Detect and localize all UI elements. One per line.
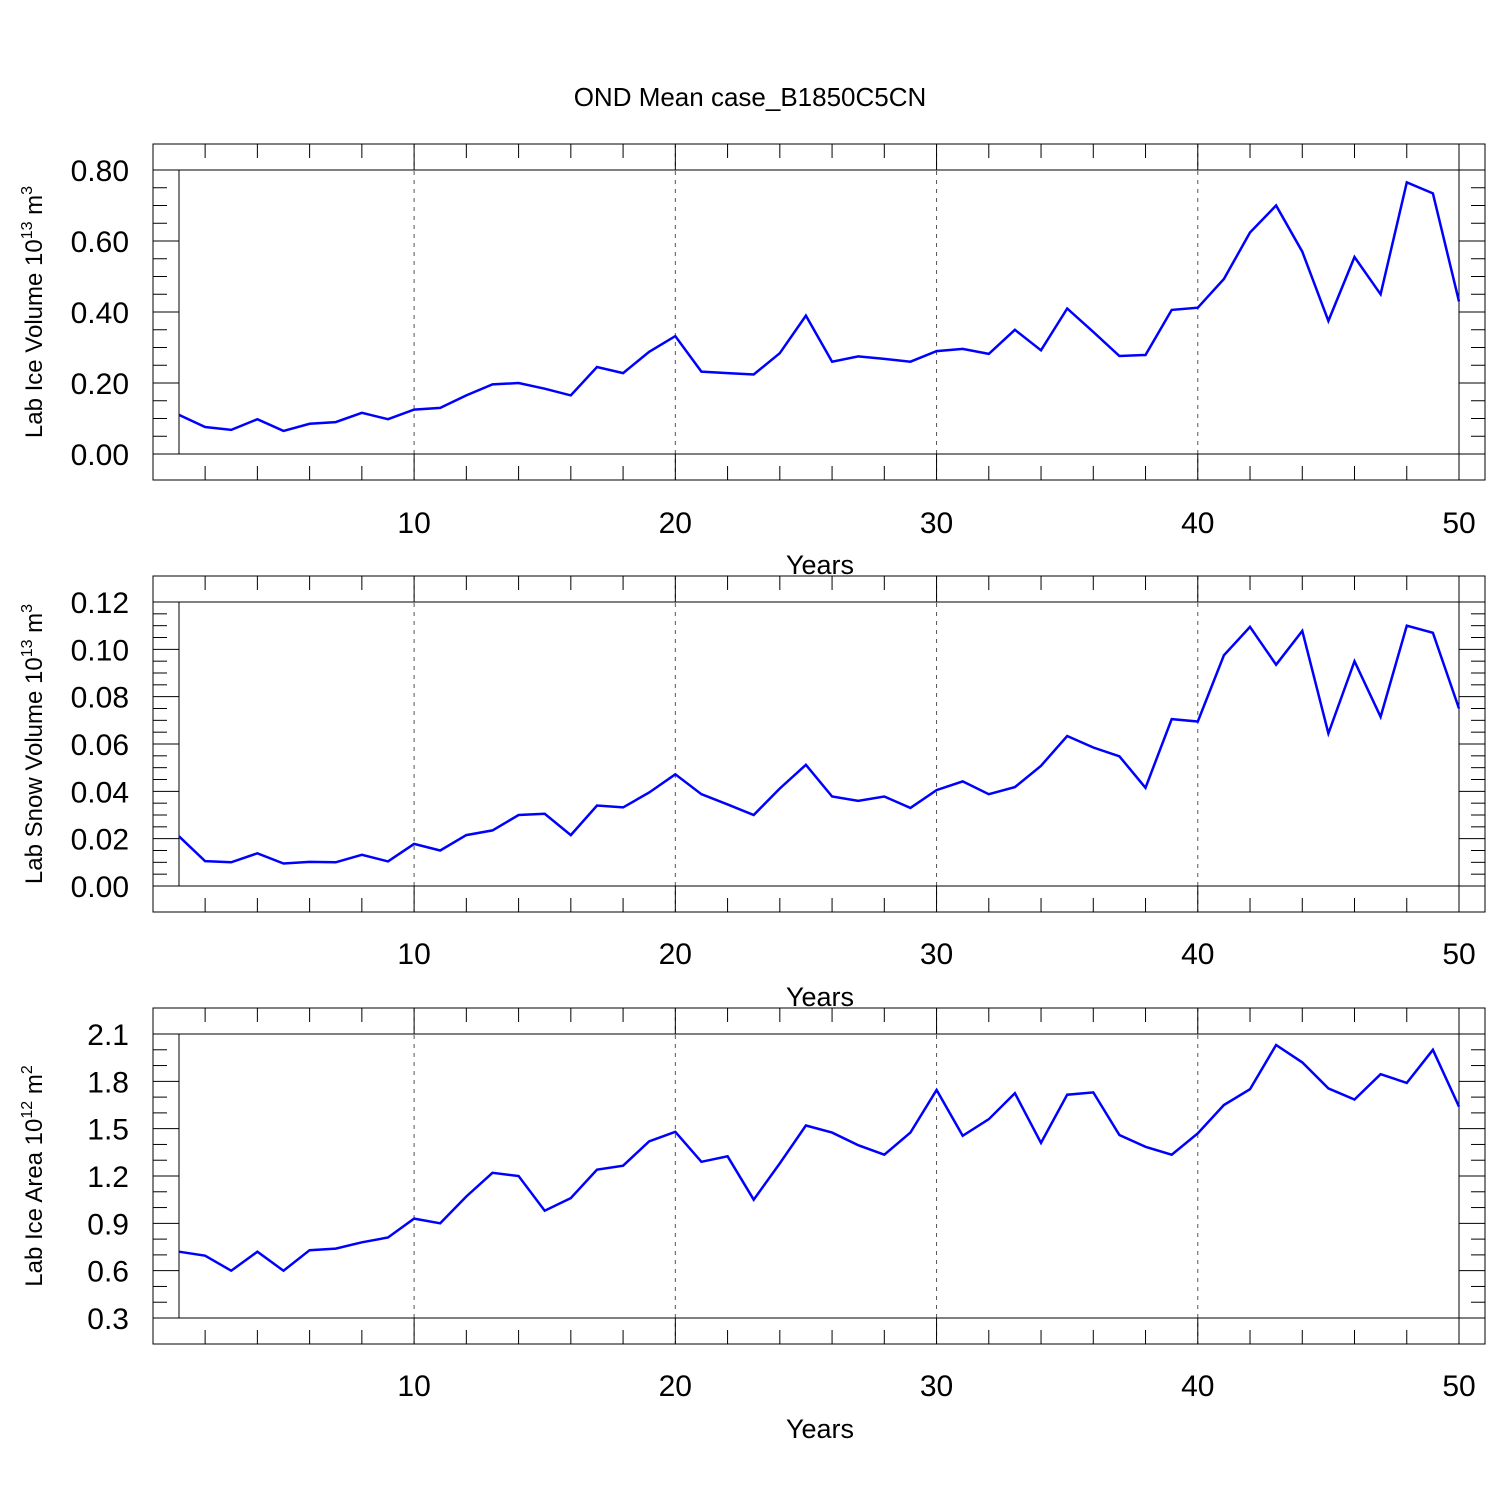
ice-area-y-tick-label: 2.1 [87, 1019, 129, 1052]
snow-volume-y-axis-label: Lab Snow Volume 1013 m3 [19, 604, 48, 884]
ice-area-y-tick-label: 0.6 [87, 1256, 129, 1289]
snow-volume-y-tick-label: 0.10 [71, 634, 129, 667]
ice-volume-x-tick-label: 50 [1442, 507, 1475, 540]
snow-volume-x-tick-label: 40 [1181, 938, 1214, 971]
ice-area-x-tick-label: 50 [1442, 1370, 1475, 1403]
ice-area-x-tick-label: 40 [1181, 1370, 1214, 1403]
ice-volume-x-axis-label: Years [786, 550, 854, 580]
ice-area-x-tick-label: 30 [920, 1370, 953, 1403]
snow-volume-y-tick-label: 0.04 [71, 776, 129, 809]
snow-volume-x-tick-label: 10 [397, 938, 430, 971]
ice-area-frame [152, 1007, 1486, 1345]
ice-volume-y-tick-label: 0.40 [71, 297, 129, 330]
snow-volume-x-tick-label: 30 [920, 938, 953, 971]
ice-area-series-line [178, 1043, 1461, 1273]
ice-area-y-tick-label: 1.5 [87, 1114, 129, 1147]
ice-area-x-tick-label: 10 [397, 1370, 430, 1403]
snow-volume-series-line [178, 624, 1461, 865]
ice-area-y-tick-label: 0.3 [87, 1303, 129, 1336]
snow-volume-x-axis-label: Years [786, 982, 854, 1012]
ice-volume-y-axis-label: Lab Ice Volume 1013 m3 [19, 186, 48, 438]
snow-volume-y-tick-label: 0.08 [71, 682, 129, 715]
ice-area-x-tick-label: 20 [659, 1370, 692, 1403]
snow-volume-y-tick-label: 0.12 [71, 587, 129, 620]
snow-volume-x-tick-label: 20 [659, 938, 692, 971]
ice-area-y-tick-label: 1.2 [87, 1161, 129, 1194]
ice-volume-y-tick-label: 0.60 [71, 226, 129, 259]
ice-volume-y-tick-label: 0.80 [71, 155, 129, 188]
snow-volume-frame [152, 575, 1486, 913]
snow-volume-y-tick-label: 0.02 [71, 824, 129, 857]
ice-volume-frame [152, 143, 1486, 481]
ice-volume-x-tick-label: 20 [659, 507, 692, 540]
snow-volume-panel: 10 20 30 40 50 0.00 0.02 0.04 0.06 0.08 0.10 0.12 Ye… [19, 575, 1486, 1012]
ice-area-x-axis-label: Years [786, 1414, 854, 1444]
snow-volume-y-tick-label: 0.06 [71, 729, 129, 762]
ice-volume-panel: 10 20 30 40 50 0.00 0.20 0.40 0.60 0.80 Years Lab I… [19, 143, 1486, 580]
snow-volume-y-tick-label: 0.00 [71, 871, 129, 904]
ice-area-y-tick-label: 0.9 [87, 1208, 129, 1241]
ice-volume-x-tick-label: 40 [1181, 507, 1214, 540]
ice-volume-series-line [178, 180, 1461, 433]
ice-volume-y-tick-label: 0.20 [71, 368, 129, 401]
snow-volume-x-tick-label: 50 [1442, 938, 1475, 971]
ice-area-y-axis-label: Lab Ice Area 1012 m2 [19, 1065, 48, 1287]
ice-volume-y-tick-label: 0.00 [71, 439, 129, 472]
chart-title: OND Mean case_B1850C5CN [573, 82, 927, 112]
ice-area-y-tick-label: 1.8 [87, 1066, 129, 1099]
ice-volume-x-tick-label: 30 [920, 507, 953, 540]
ice-area-panel: 10 20 30 40 50 0.3 0.6 0.9 1.2 1.5 1.8 2.1 Years Lab … [19, 1007, 1486, 1444]
ice-volume-x-tick-label: 10 [397, 507, 430, 540]
